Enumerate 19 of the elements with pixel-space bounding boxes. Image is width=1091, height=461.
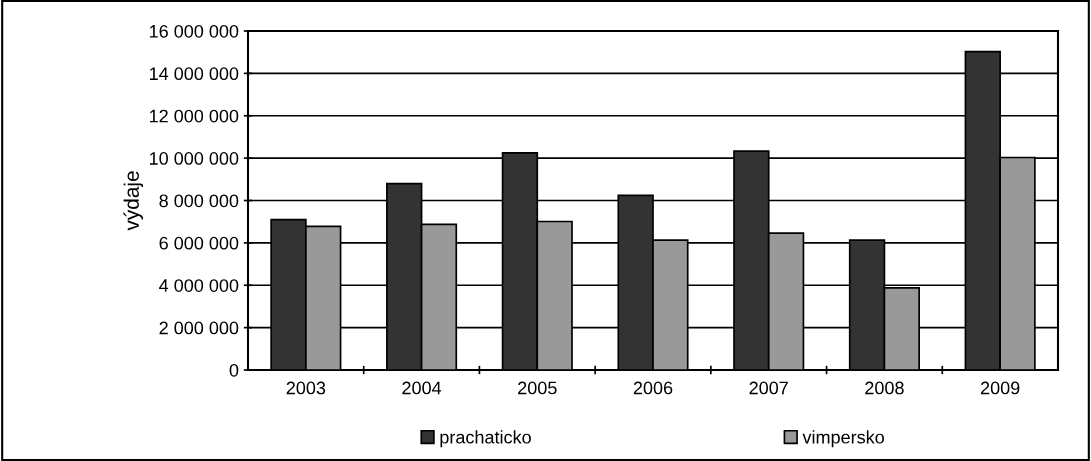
y-tick-label: 12 000 000 [149,109,239,123]
y-tick-label: 4 000 000 [159,279,239,292]
y-tick-label: 16 000 000 [149,24,239,38]
y-tick-label: 0 [229,363,239,377]
x-tick-label: 2009 [980,381,1020,395]
x-tick-label: 2008 [865,381,904,395]
x-tick-label: 2007 [749,381,788,395]
y-tick-label: 10 000 000 [149,152,239,165]
y-tick-label: 2 000 000 [159,321,239,335]
x-tick-label: 2005 [518,381,557,395]
y-tick-label: 14 000 000 [149,67,239,81]
legend-label: prachaticko [440,430,531,448]
y-axis-title: výdaje [123,171,144,231]
y-tick-label: 6 000 000 [159,236,239,250]
x-tick-label: 2004 [402,381,442,395]
y-tick-label: 8 000 000 [159,194,239,208]
x-tick-label: 2006 [633,381,673,395]
legend-label: vimpersko [802,430,884,448]
x-tick-label: 2003 [286,381,326,395]
